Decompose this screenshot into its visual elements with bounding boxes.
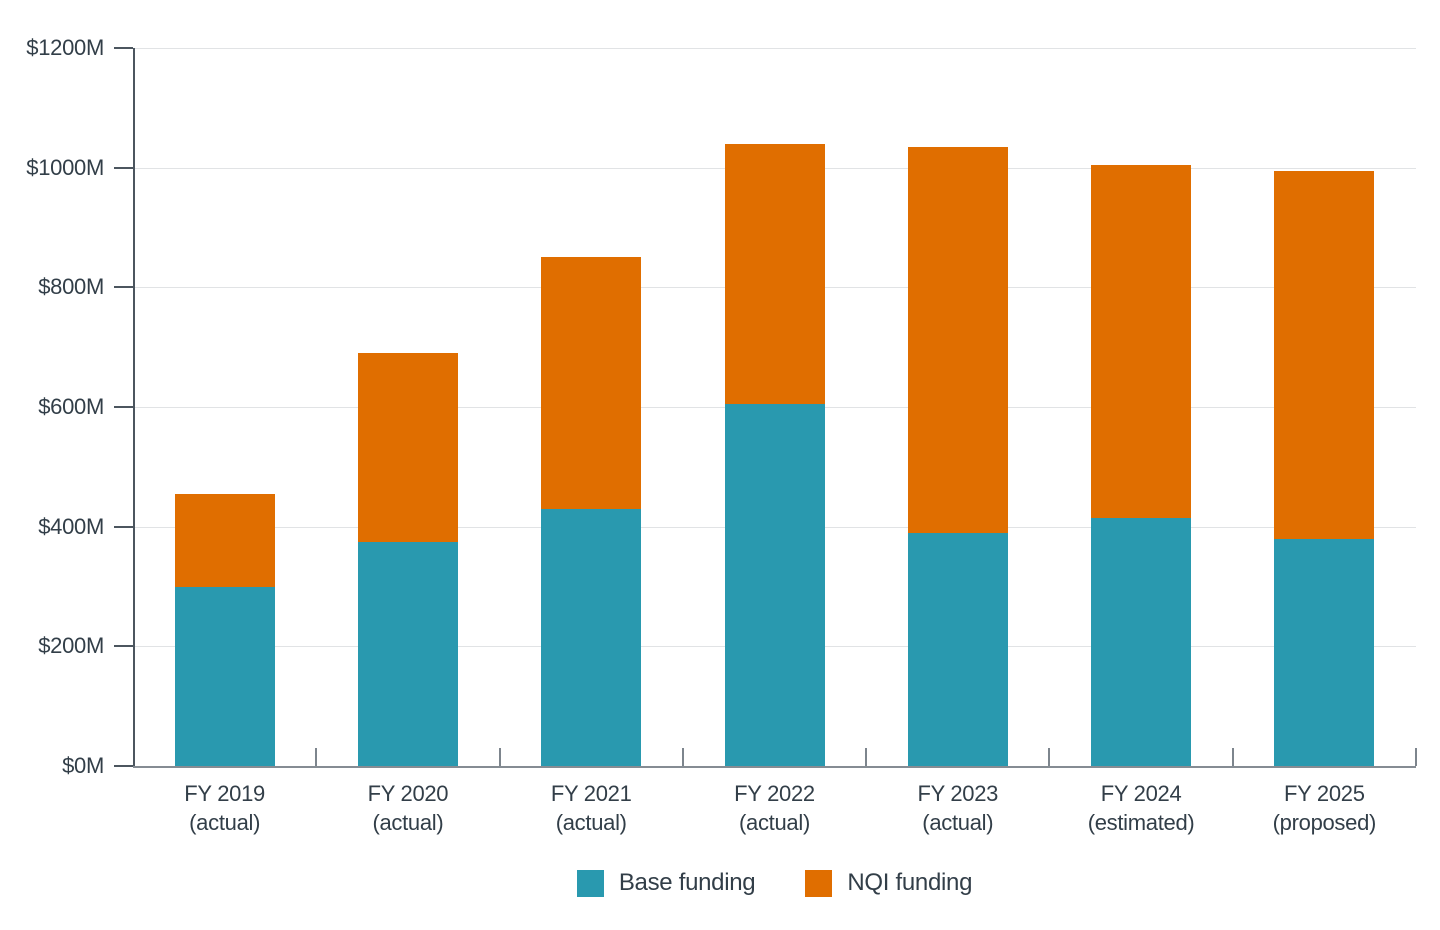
legend-swatch-base-funding-icon (576, 869, 604, 897)
gridline-1200 (133, 48, 1416, 49)
x-label-year: FY 2023 (917, 781, 999, 806)
x-label-qualifier: (actual) (372, 810, 444, 835)
y-tick-label-400: $400M (38, 513, 104, 539)
x-boundary-tick-5 (1048, 748, 1051, 766)
legend-item-base-funding: Base funding (576, 869, 756, 897)
bar-segment-fy-2021-base-funding (541, 508, 642, 766)
y-tick-label-800: $800M (38, 274, 104, 300)
bar-segment-fy-2025-base-funding (1274, 538, 1375, 766)
y-tick-label-1200: $1200M (26, 35, 104, 60)
legend-label-nqi-funding: NQI funding (847, 869, 973, 896)
y-tick-label-0: $0M (62, 753, 104, 778)
legend: Base funding NQI funding (133, 869, 1416, 897)
legend-item-nqi-funding: NQI funding (805, 869, 972, 897)
bar-fy-2024 (1091, 48, 1192, 766)
x-label-qualifier: (actual) (189, 810, 261, 835)
x-label-year: FY 2020 (367, 781, 449, 806)
bar-fy-2020 (357, 48, 458, 766)
x-label-fy-2024: FY 2024 (estimated) (1031, 779, 1251, 837)
bar-fy-2022 (724, 48, 825, 766)
x-boundary-tick-4 (865, 748, 868, 766)
y-tick-1000 (114, 166, 133, 169)
x-label-fy-2020: FY 2020 (actual) (298, 779, 518, 837)
x-boundary-tick-7 (1415, 748, 1417, 766)
x-label-year: FY 2024 (1100, 781, 1182, 806)
bar-fy-2023 (907, 48, 1008, 766)
x-label-year: FY 2019 (184, 781, 265, 806)
x-label-fy-2022: FY 2022 (actual) (665, 779, 885, 837)
x-label-fy-2025: FY 2025 (proposed) (1214, 779, 1434, 837)
bar-segment-fy-2020-nqi-funding (357, 353, 458, 542)
bar-segment-fy-2020-base-funding (357, 541, 458, 766)
bar-segment-fy-2024-base-funding (1091, 517, 1192, 766)
x-axis-line (133, 766, 1416, 768)
x-label-fy-2019: FY 2019 (actual) (115, 779, 335, 837)
y-tick-0 (114, 765, 133, 767)
x-label-fy-2021: FY 2021 (actual) (481, 779, 701, 837)
y-tick-label-200: $200M (38, 633, 104, 659)
x-label-year: FY 2022 (734, 781, 815, 806)
x-boundary-tick-1 (315, 748, 318, 766)
bar-segment-fy-2025-nqi-funding (1274, 170, 1375, 539)
y-axis-line (133, 48, 135, 766)
y-tick-600 (114, 406, 133, 408)
y-tick-400 (114, 525, 133, 528)
x-boundary-tick-6 (1231, 748, 1234, 766)
x-label-fy-2023: FY 2023 (actual) (848, 779, 1068, 837)
bar-segment-fy-2023-base-funding (907, 532, 1008, 766)
legend-swatch-nqi-funding-icon (805, 869, 833, 897)
bar-segment-fy-2024-nqi-funding (1091, 164, 1192, 518)
bar-segment-fy-2022-base-funding (724, 404, 825, 766)
y-tick-1200 (114, 47, 133, 49)
bar-segment-fy-2021-nqi-funding (541, 257, 642, 509)
x-label-qualifier: (actual) (739, 810, 810, 835)
bar-segment-fy-2019-nqi-funding (174, 493, 275, 587)
x-boundary-tick-3 (681, 748, 684, 766)
x-label-qualifier: (estimated) (1087, 810, 1195, 835)
x-label-qualifier: (proposed) (1272, 810, 1377, 835)
x-label-qualifier: (actual) (922, 810, 994, 835)
y-tick-label-1000: $1000M (26, 154, 104, 180)
y-tick-800 (114, 286, 133, 289)
x-label-year: FY 2021 (550, 781, 632, 806)
bar-segment-fy-2023-nqi-funding (907, 146, 1008, 533)
plot-area: $0M $200M $400M $600M $800M $1000M $1200M FY 2… (26, 35, 1417, 835)
y-tick-200 (114, 645, 133, 648)
bar-segment-fy-2019-base-funding (174, 586, 275, 766)
bar-fy-2025 (1274, 48, 1375, 766)
bar-fy-2021 (541, 48, 642, 766)
bar-fy-2019 (174, 48, 275, 766)
bar-segment-fy-2022-nqi-funding (724, 143, 825, 405)
x-label-year: FY 2025 (1284, 781, 1365, 806)
x-label-qualifier: (actual) (555, 810, 627, 835)
x-boundary-tick-2 (498, 748, 501, 766)
legend-label-base-funding: Base funding (618, 869, 756, 896)
y-tick-label-600: $600M (38, 394, 104, 419)
